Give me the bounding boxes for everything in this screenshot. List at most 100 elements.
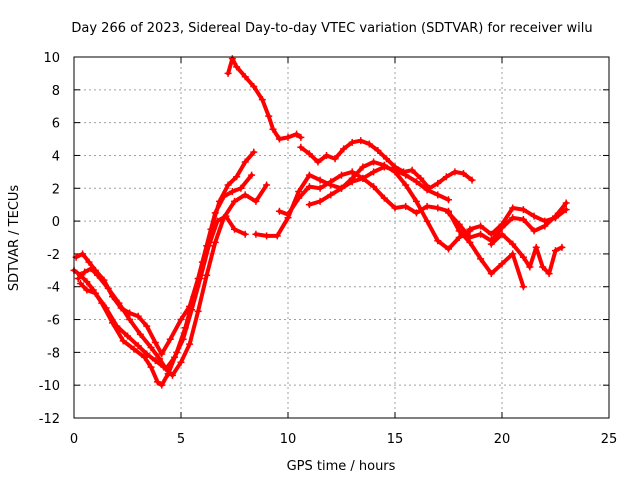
data-point <box>370 183 378 191</box>
data-point <box>171 353 179 361</box>
data-point <box>327 191 335 199</box>
data-point <box>477 255 485 263</box>
data-point <box>179 335 187 343</box>
series-track-12 <box>487 230 566 278</box>
data-point <box>455 220 463 228</box>
data-point <box>434 191 442 199</box>
data-point <box>252 197 260 205</box>
data-point <box>91 289 99 297</box>
data-point <box>498 260 506 268</box>
data-point <box>423 202 431 210</box>
data-point <box>305 150 313 158</box>
grid-lines <box>74 57 609 418</box>
data-point <box>530 212 538 220</box>
data-point <box>252 230 260 238</box>
data-point <box>196 275 204 283</box>
data-point <box>338 184 345 192</box>
tick-labels: 0 5 10 15 20 25 -12 -10 -8 -6 -4 -2 0 2 4 6 8 10 <box>39 51 618 447</box>
x-tick-label: 20 <box>494 432 511 447</box>
data-point <box>102 304 110 312</box>
data-point <box>213 217 221 225</box>
data-point <box>241 158 249 166</box>
data-point <box>231 225 238 233</box>
data-point <box>81 268 89 276</box>
data-point <box>241 73 249 81</box>
data-point <box>391 204 399 212</box>
data-point <box>136 330 144 338</box>
data-point <box>297 143 305 151</box>
data-point <box>113 322 121 330</box>
data-point <box>417 174 425 182</box>
data-point <box>487 240 495 248</box>
data-point <box>359 163 367 171</box>
data-point <box>374 147 382 155</box>
data-point <box>147 343 155 351</box>
x-axis-label: GPS time / hours <box>287 459 396 474</box>
data-point <box>293 130 301 138</box>
data-point <box>348 178 356 186</box>
data-point <box>211 238 219 246</box>
data-point <box>203 271 211 279</box>
data-point <box>177 358 185 366</box>
series-track-5 <box>224 55 305 143</box>
data-point <box>166 335 174 343</box>
data-point <box>297 133 305 141</box>
data-point <box>94 271 102 279</box>
data-point <box>153 378 161 386</box>
data-point <box>74 275 82 283</box>
x-tick-label: 0 <box>70 432 78 447</box>
data-point <box>423 217 431 225</box>
data-point <box>402 181 410 189</box>
data-point <box>295 194 303 202</box>
data-point <box>562 206 570 214</box>
data-point <box>445 209 452 217</box>
data-point <box>263 232 271 240</box>
data-point <box>224 69 232 77</box>
y-tick-label: -12 <box>39 412 60 427</box>
data-point <box>558 243 566 251</box>
data-point <box>76 279 84 287</box>
data-point <box>434 237 442 245</box>
data-point <box>241 230 249 238</box>
data-point <box>451 168 459 176</box>
series-line <box>446 201 569 243</box>
data-point <box>83 286 91 294</box>
data-point <box>370 158 378 166</box>
data-point <box>340 145 348 153</box>
data-point <box>509 240 517 248</box>
data-point <box>498 220 506 228</box>
data-point <box>359 174 367 182</box>
data-point <box>134 312 142 320</box>
data-point <box>423 186 431 194</box>
series-track-6 <box>297 137 476 192</box>
data-point <box>442 173 450 181</box>
data-point <box>87 265 95 273</box>
data-point <box>220 192 228 200</box>
series-track-7 <box>252 158 474 253</box>
data-point <box>348 138 356 146</box>
data-point <box>115 299 123 307</box>
series-line <box>74 173 254 356</box>
y-tick-label: 8 <box>52 84 60 99</box>
data-point <box>156 355 164 363</box>
data-point <box>519 215 527 223</box>
series-line <box>78 183 269 378</box>
series-line <box>467 206 569 237</box>
data-point <box>275 207 283 215</box>
data-point <box>205 242 213 250</box>
data-point <box>468 176 476 184</box>
data-point <box>402 202 410 210</box>
data-point <box>509 204 517 212</box>
data-point <box>434 179 442 187</box>
data-point <box>380 194 388 202</box>
data-point <box>147 363 155 371</box>
data-point <box>408 166 416 174</box>
data-point <box>305 171 313 179</box>
data-point <box>79 250 87 258</box>
data-point <box>402 171 410 179</box>
data-point <box>477 222 485 230</box>
data-point <box>445 245 452 253</box>
data-point <box>273 232 281 240</box>
data-point <box>552 214 559 222</box>
data-point <box>380 163 388 171</box>
